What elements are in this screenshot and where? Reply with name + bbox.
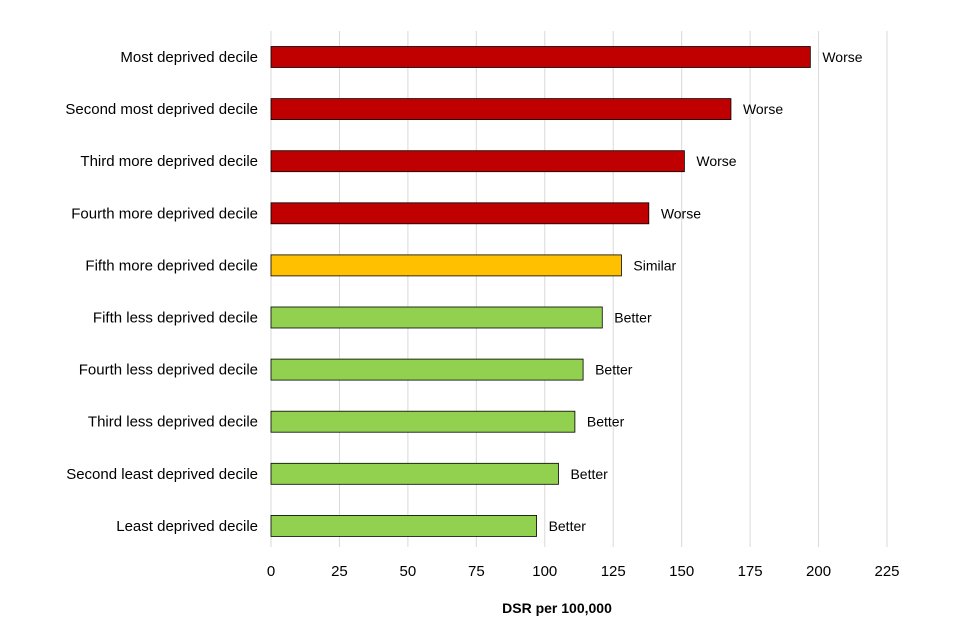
category-label: Second most deprived decile (65, 101, 258, 118)
bar (270, 462, 559, 485)
category-label: Most deprived decile (120, 49, 258, 66)
bar (270, 150, 685, 173)
category-label: Second least deprived decile (66, 466, 258, 483)
category-label: Fifth less deprived decile (93, 310, 258, 327)
x-tick-label: 25 (331, 563, 348, 580)
category-label: Third less deprived decile (88, 414, 258, 431)
x-tick-label: 0 (267, 563, 275, 580)
data-label: Better (595, 362, 633, 378)
bar (270, 410, 576, 433)
data-label: Similar (633, 257, 676, 273)
data-label: Worse (743, 101, 783, 117)
data-labels: Worse Worse Worse Worse Similar Better Better B… (549, 49, 863, 534)
category-label: Fourth less deprived decile (79, 362, 258, 379)
data-label: Better (570, 466, 608, 482)
bar (270, 254, 622, 277)
category-label: Fifth more deprived decile (85, 257, 258, 274)
x-tick-label: 200 (806, 563, 831, 580)
category-labels: Most deprived decile Second most deprived… (65, 49, 258, 535)
data-label: Worse (696, 153, 736, 169)
bars (270, 46, 811, 537)
bar (270, 98, 732, 120)
x-tick-label: 50 (400, 563, 417, 580)
data-label: Worse (661, 205, 701, 221)
x-tick-label: 225 (874, 563, 899, 580)
x-tick-label: 150 (669, 563, 694, 580)
data-label: Better (587, 414, 625, 430)
category-label: Least deprived decile (116, 518, 258, 535)
category-label: Third more deprived decile (80, 153, 258, 170)
bar (270, 515, 537, 537)
bar (270, 202, 650, 225)
x-axis-title: DSR per 100,000 (502, 600, 612, 616)
x-tick-label: 125 (601, 563, 626, 580)
x-tick-label: 75 (468, 563, 485, 580)
data-label: Better (549, 518, 587, 534)
bar (270, 306, 603, 329)
data-label: Worse (822, 49, 862, 65)
bar (270, 358, 584, 381)
x-tick-labels: 0 25 50 75 100 125 150 175 200 225 (267, 563, 900, 580)
x-tick-label: 175 (738, 563, 763, 580)
data-label: Better (614, 310, 652, 326)
bar (270, 46, 811, 68)
category-label: Fourth more deprived decile (71, 205, 258, 222)
x-tick-label: 100 (532, 563, 557, 580)
